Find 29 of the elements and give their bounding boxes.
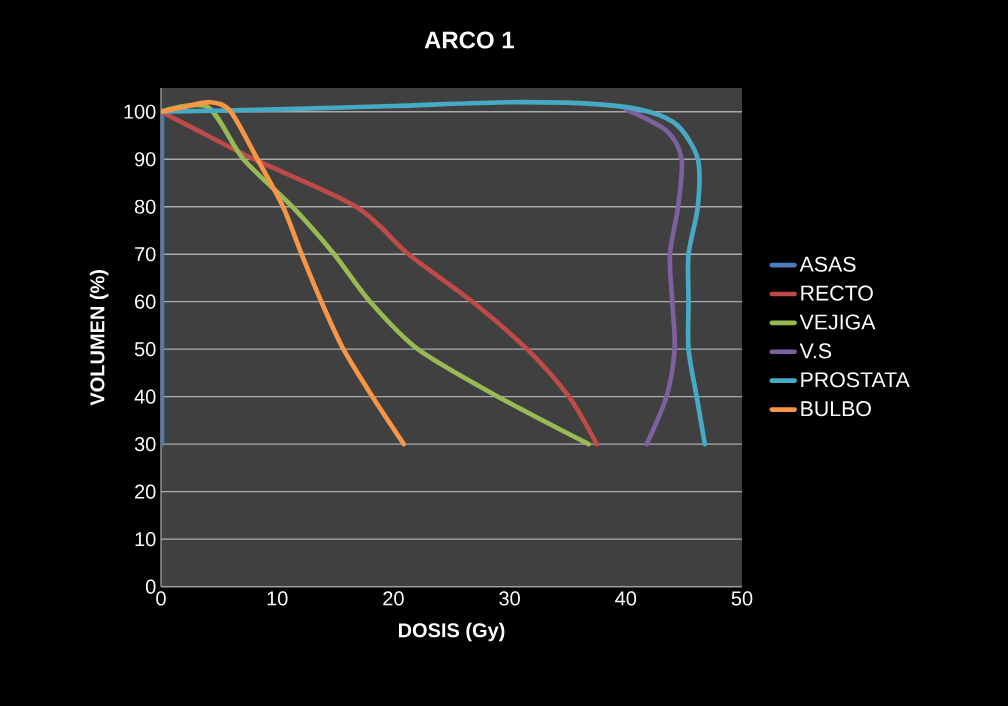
x-axis-title: DOSIS (Gy) [398,622,505,642]
x-tick-label: 10 [267,591,288,606]
legend-label: RECTO [801,285,873,301]
legend-label: V.S [799,343,832,359]
y-tick-label: 50 [134,342,156,357]
x-tick-label: 20 [383,591,404,606]
legend-label: VEJIGA [799,314,876,330]
x-tick-label: 30 [499,591,520,606]
y-tick-label: 70 [135,247,156,262]
line-series [623,107,685,447]
legend-label: BULBO [801,401,871,417]
chart-title: ARCO 1 [424,31,514,49]
legend-label: PROSTATA [801,372,910,388]
x-tick-label: 40 [615,591,637,606]
y-axis-title: VOLUMEN (%) [89,270,109,406]
legend-label: ASAS [799,256,856,272]
y-tick-label: 0 [145,579,156,594]
y-tick-label: 60 [135,294,156,309]
line-series [161,99,708,447]
y-tick-label: 10 [135,532,156,547]
x-tick-label: 0 [156,591,166,606]
y-tick-label: 100 [124,104,156,119]
y-tick-label: 20 [135,484,156,499]
y-tick-label: 90 [134,152,156,167]
y-tick-label: 30 [134,437,156,452]
y-tick-label: 80 [134,199,156,214]
y-tick-label: 40 [134,389,156,404]
x-tick-label: 50 [731,591,753,606]
line-series [161,99,407,447]
